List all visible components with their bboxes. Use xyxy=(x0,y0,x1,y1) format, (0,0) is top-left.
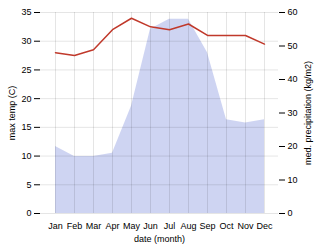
svg-text:Sep: Sep xyxy=(199,221,215,231)
svg-text:30: 30 xyxy=(21,36,31,46)
svg-text:5: 5 xyxy=(26,180,31,190)
svg-text:Apr: Apr xyxy=(105,221,119,231)
svg-text:0: 0 xyxy=(288,208,293,218)
svg-text:30: 30 xyxy=(288,108,298,118)
svg-text:10: 10 xyxy=(21,151,31,161)
svg-text:med. precipitation (kg/m2): med. precipitation (kg/m2) xyxy=(303,61,313,165)
svg-text:20: 20 xyxy=(21,94,31,104)
svg-text:Feb: Feb xyxy=(67,221,83,231)
svg-text:May: May xyxy=(123,221,141,231)
svg-text:50: 50 xyxy=(288,41,298,51)
svg-text:Jun: Jun xyxy=(143,221,158,231)
svg-text:15: 15 xyxy=(21,122,31,132)
svg-text:25: 25 xyxy=(21,65,31,75)
svg-text:max temp (C): max temp (C) xyxy=(7,86,17,141)
svg-text:Jan: Jan xyxy=(48,221,63,231)
svg-text:35: 35 xyxy=(21,7,31,17)
svg-text:10: 10 xyxy=(288,175,298,185)
svg-text:Dec: Dec xyxy=(256,221,273,231)
svg-text:date (month): date (month) xyxy=(134,234,185,244)
svg-text:0: 0 xyxy=(26,208,31,218)
svg-text:Nov: Nov xyxy=(237,221,254,231)
svg-text:40: 40 xyxy=(288,74,298,84)
svg-text:20: 20 xyxy=(288,141,298,151)
svg-text:Mar: Mar xyxy=(86,221,102,231)
svg-text:Oct: Oct xyxy=(219,221,234,231)
svg-text:Aug: Aug xyxy=(180,221,196,231)
svg-text:Jul: Jul xyxy=(164,221,176,231)
svg-text:60: 60 xyxy=(288,7,298,17)
